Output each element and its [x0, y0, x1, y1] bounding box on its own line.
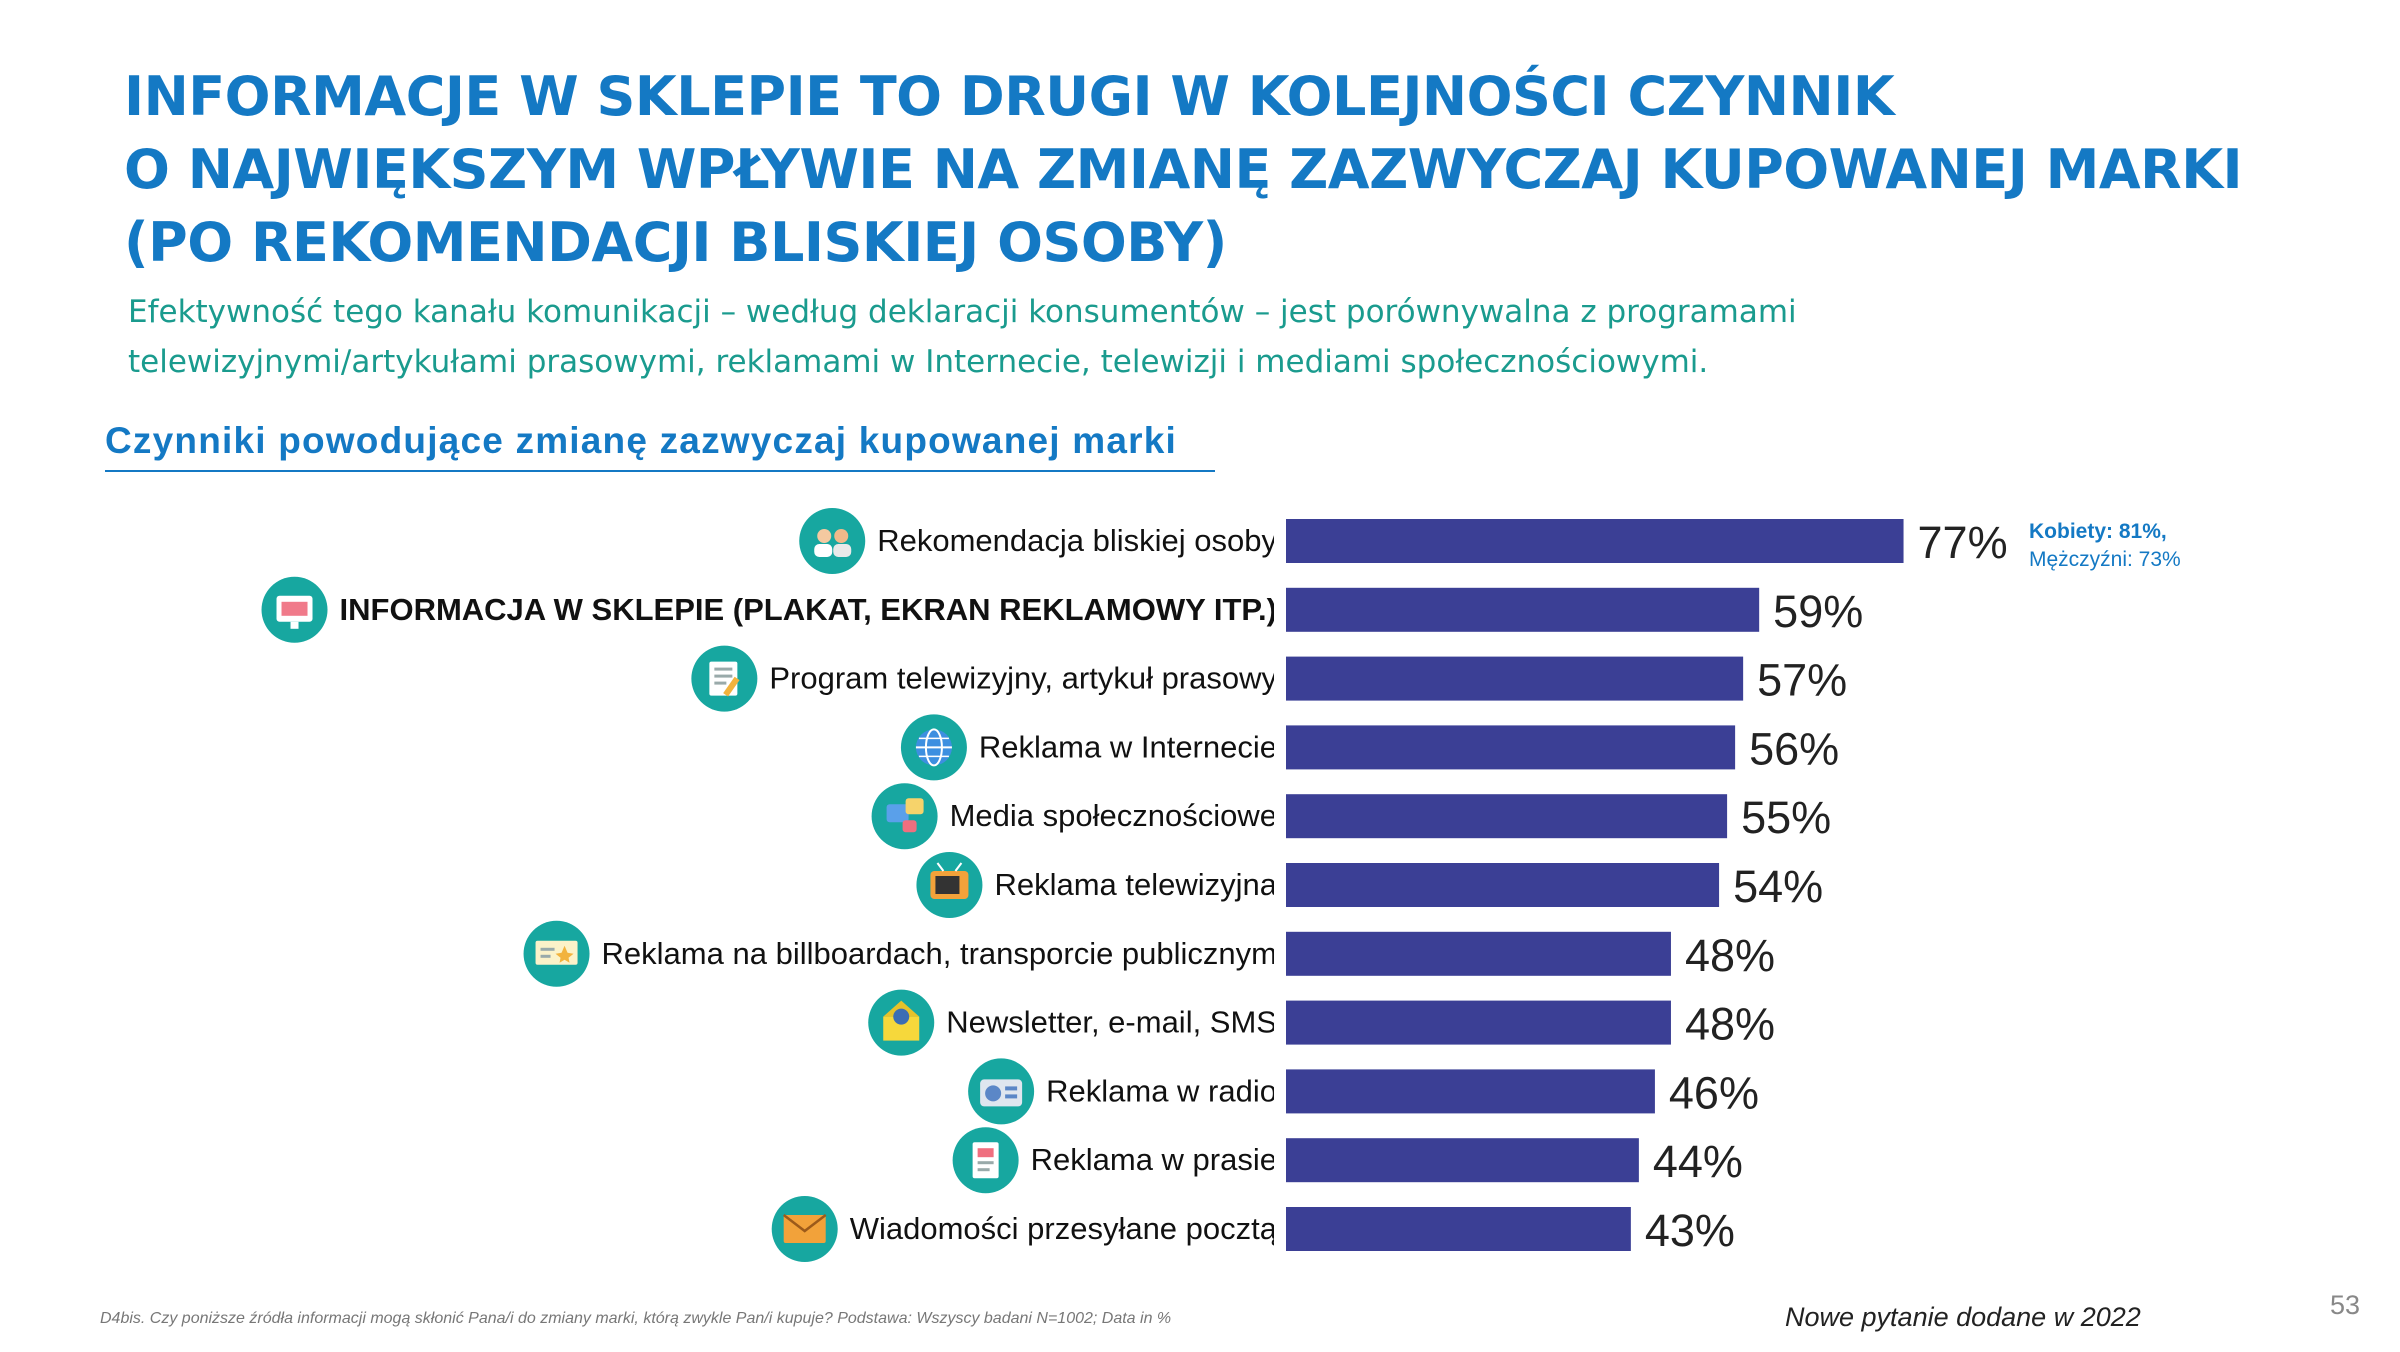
page-title: INFORMACJE W SKLEPIE TO DRUGI W KOLEJNOŚ… — [124, 60, 2324, 279]
category-label-9: Reklama w radio — [1046, 1073, 1277, 1108]
newspaper-icon — [952, 1127, 1019, 1194]
footnote-question: D4bis. Czy poniższe źródła informacji mo… — [100, 1310, 1172, 1327]
envelope-icon — [771, 1196, 838, 1262]
gender-note: Kobiety: 81%, Mężczyźni: 73% — [2029, 518, 2181, 574]
bar-6 — [1286, 863, 1720, 907]
value-label-1: 77% — [1918, 517, 2008, 568]
footnote-new-question: Nowe pytanie dodane w 2022 — [1785, 1302, 2141, 1332]
value-label-10: 44% — [1653, 1136, 1743, 1187]
bar-7 — [1286, 931, 1671, 976]
chart-title: Czynniki powodujące zmianę zazwyczaj kup… — [105, 420, 1177, 461]
bar-11 — [1286, 1207, 1631, 1251]
bar-10 — [1286, 1138, 1639, 1183]
people-icon — [799, 508, 866, 574]
tv-newspaper-icon — [691, 645, 758, 712]
value-label-3: 57% — [1757, 655, 1847, 706]
category-label-5: Media społecznościowe — [950, 798, 1277, 833]
value-label-4: 56% — [1749, 723, 1839, 774]
gender-note-women: Kobiety: 81%, — [2029, 520, 2167, 543]
television-icon — [916, 852, 983, 918]
category-labels: Rekomendacja bliskiej osoby INFORMACJA W … — [340, 523, 1278, 1246]
bar-5 — [1286, 794, 1728, 839]
store-display-icon — [261, 576, 328, 643]
bar-4 — [1286, 725, 1736, 770]
social-media-icon — [871, 783, 938, 850]
category-label-1: Rekomendacja bliskiej osoby — [877, 523, 1277, 558]
subtitle-line-2: telewizyjnymi/artykułami prasowymi, rekl… — [128, 344, 1709, 380]
value-label-9: 46% — [1669, 1067, 1759, 1118]
title-line-3: (PO REKOMENDACJI BLISKIEJ OSOBY) — [124, 211, 1227, 274]
title-line-2: O NAJWIĘKSZYM WPŁYWIE NA ZMIANĘ ZAZWYCZA… — [124, 138, 2243, 201]
category-label-11: Wiadomości przesyłane pocztą — [850, 1211, 1278, 1246]
value-label-7: 48% — [1685, 930, 1775, 981]
chart-title-underline — [105, 470, 1215, 472]
bar-2 — [1286, 587, 1760, 632]
subtitle-line-1: Efektywność tego kanału komunikacji – we… — [128, 294, 1797, 330]
category-label-8: Newsletter, e-mail, SMS — [946, 1005, 1277, 1040]
category-label-7: Reklama na billboardach, transporcie pub… — [602, 936, 1277, 971]
title-line-1: INFORMACJE W SKLEPIE TO DRUGI W KOLEJNOŚ… — [124, 65, 1895, 128]
value-label-5: 55% — [1741, 792, 1831, 843]
newsletter-icon — [868, 989, 935, 1056]
category-label-3: Program telewizyjny, artykuł prasowy — [769, 661, 1277, 696]
category-label-4: Reklama w Internecie — [979, 729, 1277, 764]
category-label-10: Reklama w prasie — [1031, 1142, 1277, 1177]
bar-1 — [1286, 519, 1904, 563]
page-number: 53 — [2330, 1290, 2361, 1320]
globe-icon — [900, 714, 967, 781]
value-label-8: 48% — [1685, 999, 1775, 1050]
value-label-2: 59% — [1773, 586, 1863, 637]
billboard-icon — [523, 920, 590, 987]
category-label-6: Reklama telewizyjna — [994, 867, 1277, 902]
bar-8 — [1286, 1000, 1671, 1045]
value-label-6: 54% — [1733, 861, 1823, 912]
page-subtitle: Efektywność tego kanału komunikacji – we… — [128, 287, 2228, 387]
bar-9 — [1286, 1069, 1655, 1114]
category-label-2: INFORMACJA W SKLEPIE (PLAKAT, EKRAN REKL… — [340, 592, 1277, 627]
bar-3 — [1286, 656, 1744, 701]
value-label-11: 43% — [1645, 1205, 1735, 1256]
radio-icon — [968, 1058, 1035, 1125]
gender-note-men: Mężczyźni: 73% — [2029, 548, 2181, 571]
